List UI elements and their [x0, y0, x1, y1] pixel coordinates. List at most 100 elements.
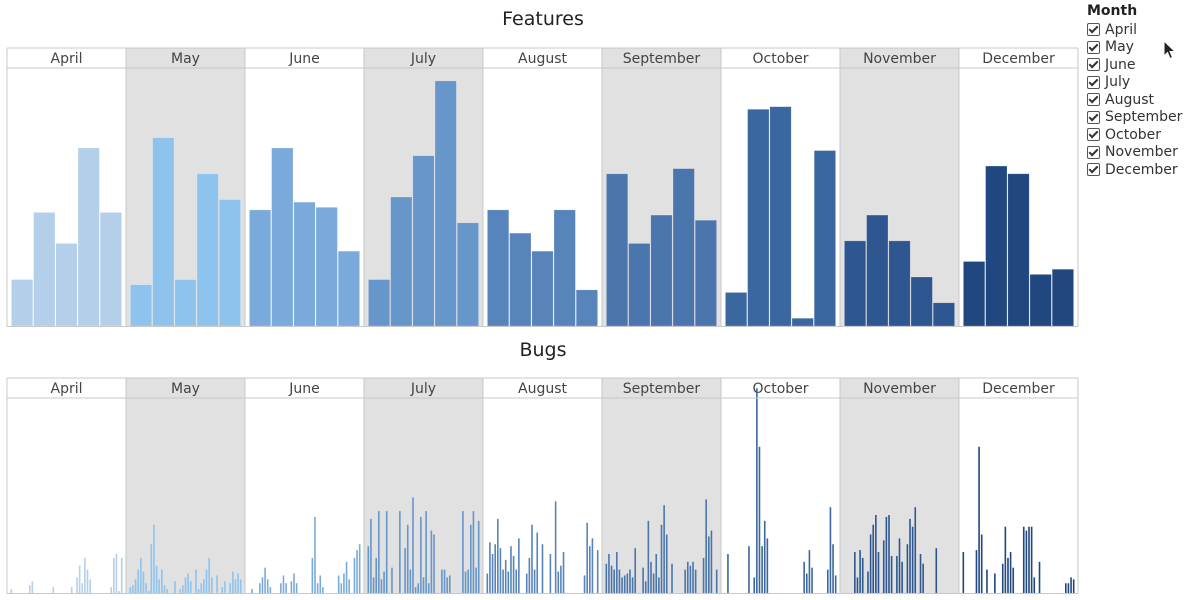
bugs-bar[interactable]: [179, 589, 182, 593]
features-bar[interactable]: [456, 222, 479, 327]
bugs-bar[interactable]: [52, 587, 55, 593]
bugs-bar[interactable]: [872, 524, 875, 593]
features-bar[interactable]: [844, 240, 867, 327]
bugs-bar[interactable]: [1038, 561, 1041, 593]
legend-item-november[interactable]: November: [1087, 144, 1197, 162]
bugs-bar[interactable]: [663, 505, 665, 593]
features-bar[interactable]: [33, 212, 56, 327]
bugs-bar[interactable]: [531, 524, 533, 593]
bugs-bar[interactable]: [502, 569, 504, 593]
bugs-bar[interactable]: [406, 524, 409, 593]
bugs-bar[interactable]: [140, 557, 142, 593]
bugs-bar[interactable]: [986, 569, 988, 593]
bugs-bar[interactable]: [153, 524, 155, 593]
bugs-bar[interactable]: [935, 548, 938, 593]
bugs-bar[interactable]: [608, 554, 610, 593]
bugs-bar[interactable]: [1001, 563, 1004, 593]
bugs-bar[interactable]: [150, 544, 153, 593]
bugs-bar[interactable]: [70, 587, 73, 593]
features-bar[interactable]: [813, 150, 836, 327]
bugs-bar[interactable]: [686, 561, 689, 593]
bugs-bar[interactable]: [78, 565, 81, 593]
bugs-bar[interactable]: [805, 573, 808, 594]
bugs-bar[interactable]: [316, 583, 319, 593]
bugs-bar[interactable]: [441, 569, 443, 593]
bugs-bar[interactable]: [221, 587, 224, 593]
legend-item-april[interactable]: April: [1087, 21, 1197, 39]
bugs-bar[interactable]: [184, 577, 187, 593]
bugs-bar[interactable]: [715, 569, 718, 593]
bugs-bar[interactable]: [589, 546, 591, 593]
bugs-bar[interactable]: [414, 587, 417, 593]
bugs-bar[interactable]: [282, 575, 285, 593]
bugs-bar[interactable]: [113, 557, 115, 593]
bugs-bar[interactable]: [980, 534, 983, 594]
bugs-bar[interactable]: [684, 569, 686, 593]
bugs-bar[interactable]: [155, 565, 158, 593]
bugs-bar[interactable]: [510, 546, 512, 593]
bugs-bar[interactable]: [727, 554, 729, 593]
bugs-bar[interactable]: [875, 515, 877, 593]
checkbox-checked-icon[interactable]: [1087, 163, 1100, 177]
bugs-bar[interactable]: [834, 575, 837, 593]
bugs-bar[interactable]: [259, 583, 261, 593]
bugs-bar[interactable]: [486, 573, 489, 594]
bugs-bar[interactable]: [224, 581, 226, 593]
features-bar[interactable]: [509, 232, 532, 327]
bugs-bar[interactable]: [978, 446, 980, 593]
bugs-bar[interactable]: [251, 589, 253, 593]
bugs-bar[interactable]: [758, 446, 761, 593]
bugs-bar[interactable]: [208, 557, 210, 593]
bugs-bar[interactable]: [854, 552, 856, 593]
bugs-bar[interactable]: [425, 511, 427, 593]
bugs-bar[interactable]: [560, 565, 562, 593]
bugs-bar[interactable]: [120, 557, 123, 593]
legend-item-may[interactable]: May: [1087, 39, 1197, 57]
legend-item-august[interactable]: August: [1087, 91, 1197, 109]
bugs-bar[interactable]: [464, 571, 467, 593]
bugs-bar[interactable]: [541, 544, 544, 593]
bugs-bar[interactable]: [232, 571, 234, 593]
bugs-bar[interactable]: [856, 577, 859, 593]
bugs-bar[interactable]: [557, 571, 560, 593]
bugs-bar[interactable]: [901, 561, 903, 593]
features-bar[interactable]: [11, 279, 34, 327]
bugs-bar[interactable]: [562, 552, 565, 593]
bugs-bar[interactable]: [748, 546, 750, 593]
bugs-bar[interactable]: [710, 530, 713, 593]
bugs-bar[interactable]: [467, 569, 469, 593]
features-bar[interactable]: [650, 214, 673, 327]
bugs-bar[interactable]: [1022, 526, 1025, 593]
features-bar[interactable]: [575, 289, 598, 327]
bugs-bar[interactable]: [689, 565, 692, 593]
bugs-bar[interactable]: [293, 573, 295, 594]
bugs-bar[interactable]: [554, 501, 557, 593]
bugs-bar[interactable]: [145, 583, 147, 593]
bugs-bar[interactable]: [370, 518, 372, 593]
bugs-bar[interactable]: [443, 569, 446, 593]
bugs-bar[interactable]: [132, 585, 134, 593]
bugs-bar[interactable]: [448, 575, 451, 593]
bugs-bar[interactable]: [906, 544, 909, 593]
checkbox-checked-icon[interactable]: [1087, 93, 1100, 107]
features-bar[interactable]: [910, 276, 933, 327]
bugs-bar[interactable]: [200, 583, 203, 593]
bugs-bar[interactable]: [10, 589, 13, 593]
bugs-bar[interactable]: [216, 575, 218, 593]
bugs-bar[interactable]: [499, 548, 502, 593]
bugs-bar[interactable]: [761, 546, 763, 593]
bugs-bar[interactable]: [497, 518, 499, 593]
bugs-bar[interactable]: [525, 573, 528, 594]
bugs-bar[interactable]: [504, 559, 507, 593]
bugs-bar[interactable]: [536, 532, 539, 593]
bugs-bar[interactable]: [665, 534, 668, 594]
bugs-bar[interactable]: [692, 561, 694, 593]
bugs-bar[interactable]: [634, 548, 637, 593]
bugs-bar[interactable]: [591, 538, 594, 593]
bugs-bar[interactable]: [337, 575, 340, 593]
bugs-bar[interactable]: [404, 548, 406, 593]
features-bar[interactable]: [368, 279, 391, 327]
checkbox-checked-icon[interactable]: [1087, 23, 1100, 37]
checkbox-checked-icon[interactable]: [1087, 58, 1100, 72]
bugs-bar[interactable]: [975, 550, 978, 593]
